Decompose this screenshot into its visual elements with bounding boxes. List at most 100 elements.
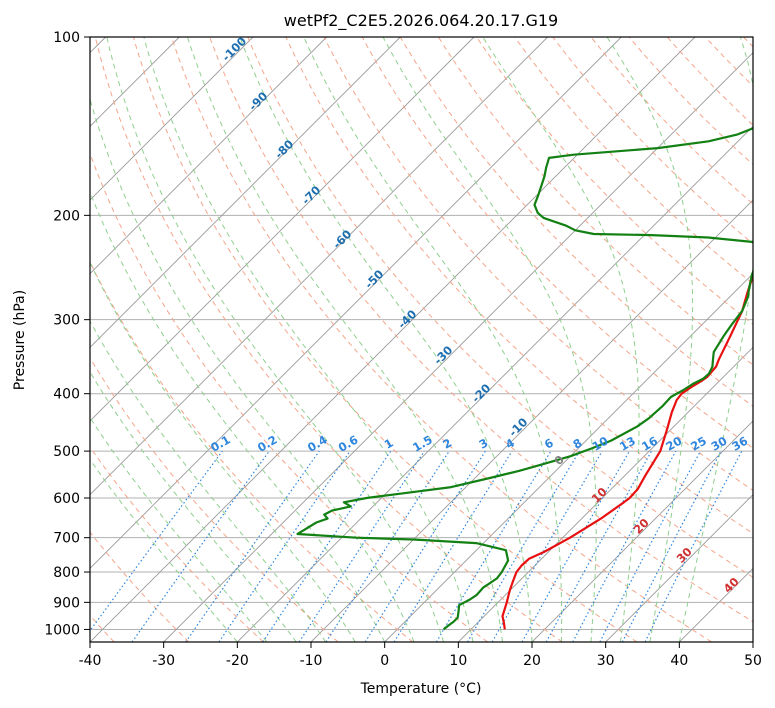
x-axis-label: Temperature (°C)	[360, 681, 482, 697]
x-tick-label: -40	[79, 653, 102, 669]
mixing-ratio-line	[572, 450, 677, 642]
dry-adiabat-line	[90, 152, 488, 642]
mixing-ratio-line	[521, 450, 631, 642]
moist-adiabat-line	[90, 416, 268, 642]
isotherm-label: 0	[551, 452, 567, 468]
dry-adiabat-line	[704, 37, 753, 87]
mixing-ratio-label: 8	[570, 436, 584, 452]
mixing-ratio-label: 20	[663, 434, 684, 454]
mixing-ratio-line	[545, 450, 653, 642]
isotherm-label: -50	[362, 267, 387, 292]
mixing-ratio-label: 6	[542, 436, 556, 452]
isotherm-line	[605, 494, 753, 642]
mixing-ratio-line	[131, 450, 270, 642]
isotherm-line	[90, 37, 696, 642]
y-tick-label: 100	[53, 30, 80, 46]
isotherm-label: -80	[272, 137, 297, 162]
dry-adiabat-line	[209, 37, 753, 623]
isotherm-line	[679, 567, 753, 642]
mixing-ratio-line	[218, 450, 351, 642]
plot-frame	[89, 36, 754, 643]
dry-adiabat-line	[94, 37, 563, 642]
x-tick-label: 30	[597, 653, 615, 669]
mixing-ratio-line	[185, 450, 320, 642]
temperature-profile-line	[501, 272, 753, 630]
plot-series	[296, 127, 753, 631]
isotherm-label: -40	[395, 307, 420, 332]
mixing-ratio-line	[393, 450, 513, 642]
moist-adiabat-line	[90, 458, 238, 642]
dry-adiabat-line	[514, 37, 753, 285]
isotherm-label: 40	[721, 575, 742, 596]
x-tick-label: 40	[670, 653, 688, 669]
isotherm-line	[163, 52, 753, 642]
y-tick-label: 300	[53, 313, 80, 329]
dry-adiabat-line	[285, 37, 753, 535]
dry-adiabat-line	[437, 37, 753, 366]
isotherm-line	[384, 273, 753, 642]
mixing-ratio-label: 13	[617, 434, 638, 454]
y-tick-label: 500	[53, 444, 80, 460]
isotherm-label: -30	[431, 343, 456, 368]
mixing-ratio-label: 36	[729, 434, 750, 454]
moist-adiabat-line	[90, 261, 356, 642]
y-tick-label: 400	[53, 387, 80, 403]
moist-adiabat-line	[106, 37, 445, 642]
x-tick-label: -30	[152, 653, 175, 669]
moist-adiabat-line	[606, 37, 694, 642]
y-tick-label: 900	[53, 595, 80, 611]
isotherm-label: -60	[330, 227, 355, 252]
x-tick-label: 0	[380, 653, 389, 669]
mixing-ratio-label: 25	[688, 434, 709, 454]
x-tick-label: -10	[300, 653, 323, 669]
isotherm-label: -90	[246, 89, 271, 114]
isotherm-label: 20	[631, 516, 652, 537]
dry-adiabat-line	[90, 260, 414, 642]
chart-title: wetPf2_C2E5.2026.064.20.17.G19	[284, 11, 558, 31]
y-axis: 100 200 300 400 500 600 700 800 900 1000	[44, 30, 90, 638]
y-tick-label: 200	[53, 208, 80, 224]
mixing-ratio-line	[644, 450, 743, 642]
isotherm-label: -20	[469, 381, 494, 406]
y-tick-label: 700	[53, 531, 80, 547]
dry-adiabat-line	[399, 37, 753, 407]
y-axis-label: Pressure (hPa)	[12, 290, 28, 390]
dry-adiabat-line	[247, 37, 753, 578]
moist-adiabat-line	[90, 370, 297, 642]
y-tick-label: 1000	[44, 622, 80, 638]
mixing-ratio-line	[90, 450, 223, 632]
isotherm-line	[237, 125, 753, 642]
dry-adiabat-line	[743, 37, 753, 48]
mixing-ratio-line	[325, 450, 450, 642]
dry-adiabat-line	[90, 356, 339, 642]
moist-adiabat-line	[482, 37, 640, 642]
mixing-ratio-label: 3	[476, 436, 490, 452]
isotherm-label: -70	[299, 183, 324, 208]
isotherm-label: 10	[589, 485, 610, 506]
dry-adiabat-line	[90, 531, 190, 642]
y-tick-label: 600	[53, 491, 80, 507]
dry-adiabat-line	[361, 37, 753, 449]
moist-adiabat-line	[90, 97, 415, 642]
isotherm-line	[90, 37, 548, 496]
mixing-ratio-line	[364, 450, 486, 642]
isotherm-line	[90, 37, 401, 348]
x-tick-label: 10	[449, 653, 467, 669]
x-tick-label: -20	[226, 653, 249, 669]
dry-adiabat-line	[323, 37, 753, 491]
x-axis: -40 -30 -20 -10 0 10 20 30 40 50	[79, 642, 762, 669]
dry-adiabat-line	[132, 37, 638, 642]
dry-adiabat-line	[90, 446, 264, 642]
mixing-ratio-line	[262, 450, 392, 642]
x-tick-label: 20	[523, 653, 541, 669]
plot-background	[90, 37, 753, 642]
isotherm-line	[90, 37, 475, 422]
moist-adiabat-line	[303, 37, 563, 642]
mixing-ratio-label: 16	[639, 434, 660, 454]
isotherm-line	[752, 641, 753, 642]
x-tick-label: 50	[744, 653, 762, 669]
moist-adiabat-line	[90, 190, 386, 642]
dewpoint-profile-line	[296, 127, 753, 631]
mixing-ratio-label: 2	[440, 436, 454, 452]
